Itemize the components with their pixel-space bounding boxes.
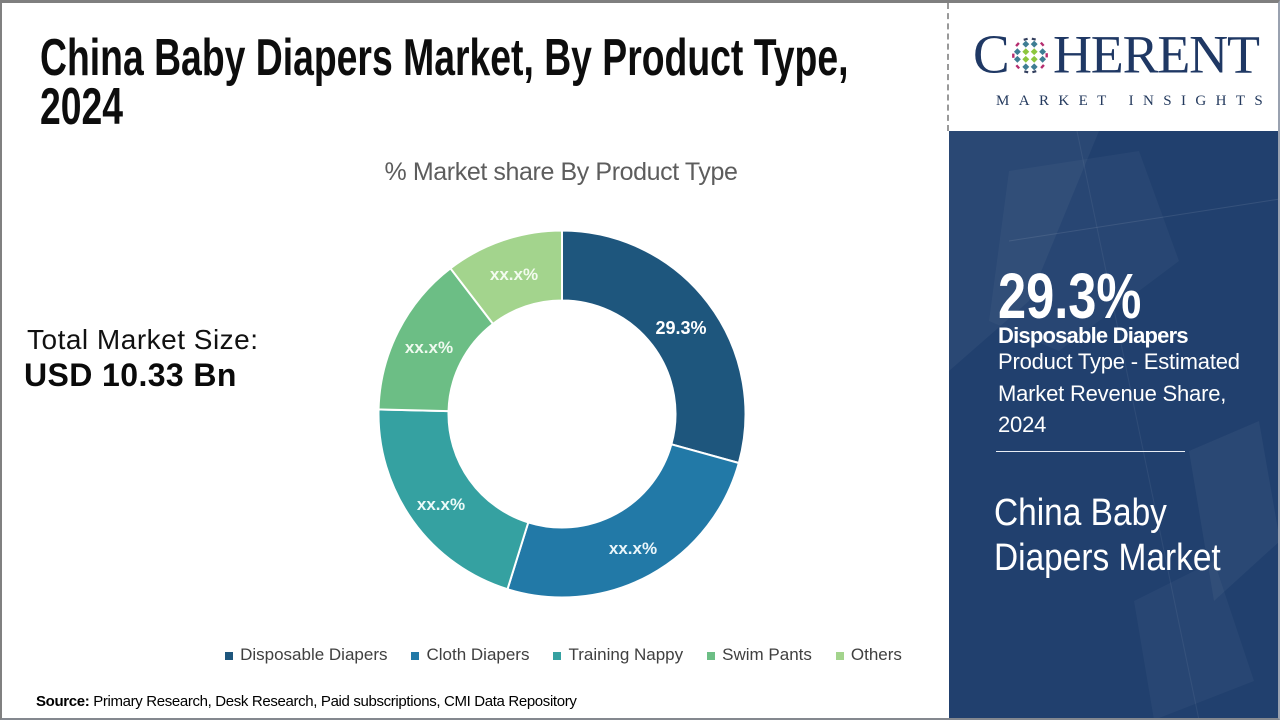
svg-text:C: C xyxy=(973,24,1010,85)
svg-text:xx.x%: xx.x% xyxy=(490,265,538,284)
svg-text:29.3%: 29.3% xyxy=(655,318,706,338)
svg-text:xx.x%: xx.x% xyxy=(417,495,465,514)
svg-text:xx.x%: xx.x% xyxy=(405,338,453,357)
svg-text:HERENT: HERENT xyxy=(1053,25,1260,85)
svg-text:xx.x%: xx.x% xyxy=(609,539,657,558)
svg-text:MARKET INSIGHTS: MARKET INSIGHTS xyxy=(996,93,1272,109)
